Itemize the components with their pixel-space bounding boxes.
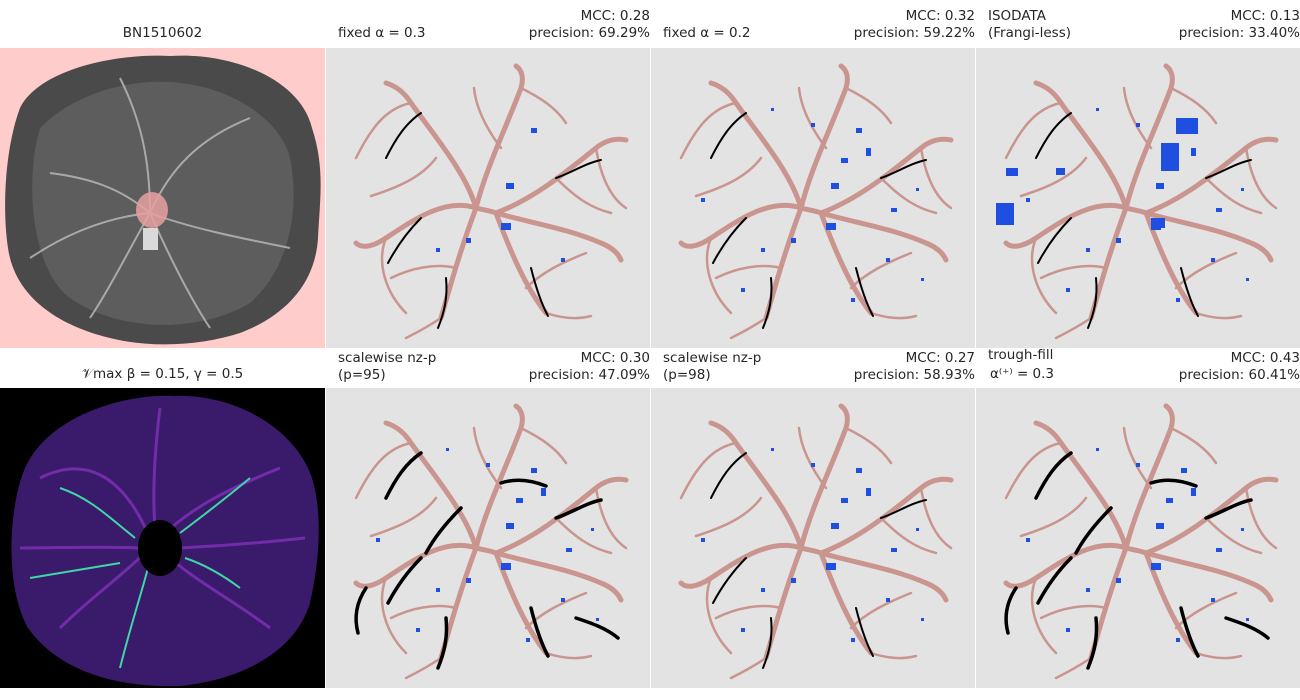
precision-label: precision: 33.40% bbox=[1178, 25, 1300, 41]
panel-method-label: scalewise nz-p bbox=[663, 350, 762, 366]
precision-label: precision: 59.22% bbox=[853, 25, 975, 41]
segmentation-image bbox=[976, 48, 1300, 348]
precision-label: precision: 60.41% bbox=[1178, 367, 1300, 383]
panel-method-label: fixed α = 0.2 bbox=[663, 25, 751, 41]
placenta-image bbox=[0, 48, 325, 348]
precision-label: precision: 47.09% bbox=[528, 367, 650, 383]
panel-method-label: scalewise nz-p bbox=[338, 350, 437, 366]
mcc-label: MCC: 0.13 bbox=[1230, 8, 1300, 24]
mcc-label: MCC: 0.28 bbox=[580, 8, 650, 24]
segmentation-image bbox=[651, 48, 975, 348]
vmax-image bbox=[0, 388, 325, 688]
segmentation-image bbox=[326, 48, 650, 348]
precision-label: precision: 58.93% bbox=[853, 367, 975, 383]
mcc-label: MCC: 0.27 bbox=[905, 350, 975, 366]
mcc-label: MCC: 0.43 bbox=[1230, 350, 1300, 366]
segmentation-image bbox=[651, 388, 975, 688]
panel-title: BN1510602 bbox=[122, 25, 203, 41]
mcc-label: MCC: 0.30 bbox=[580, 350, 650, 366]
panel-method-sublabel: (p=95) bbox=[338, 367, 386, 383]
panel-method-sublabel: (p=98) bbox=[663, 367, 711, 383]
segmentation-image bbox=[326, 388, 650, 688]
panel-method-label: trough-fill bbox=[988, 347, 1054, 363]
panel-method-label: fixed α = 0.3 bbox=[338, 25, 426, 41]
panel-method-sublabel: α⁽⁺⁾ = 0.3 bbox=[990, 366, 1055, 382]
segmentation-image bbox=[976, 388, 1300, 688]
panel-title: 𝒱max β = 0.15, γ = 0.5 bbox=[81, 366, 244, 382]
panel-method-label: ISODATA bbox=[988, 8, 1046, 24]
panel-method-sublabel: (Frangi-less) bbox=[988, 25, 1072, 41]
mcc-label: MCC: 0.32 bbox=[905, 8, 975, 24]
precision-label: precision: 69.29% bbox=[528, 25, 650, 41]
